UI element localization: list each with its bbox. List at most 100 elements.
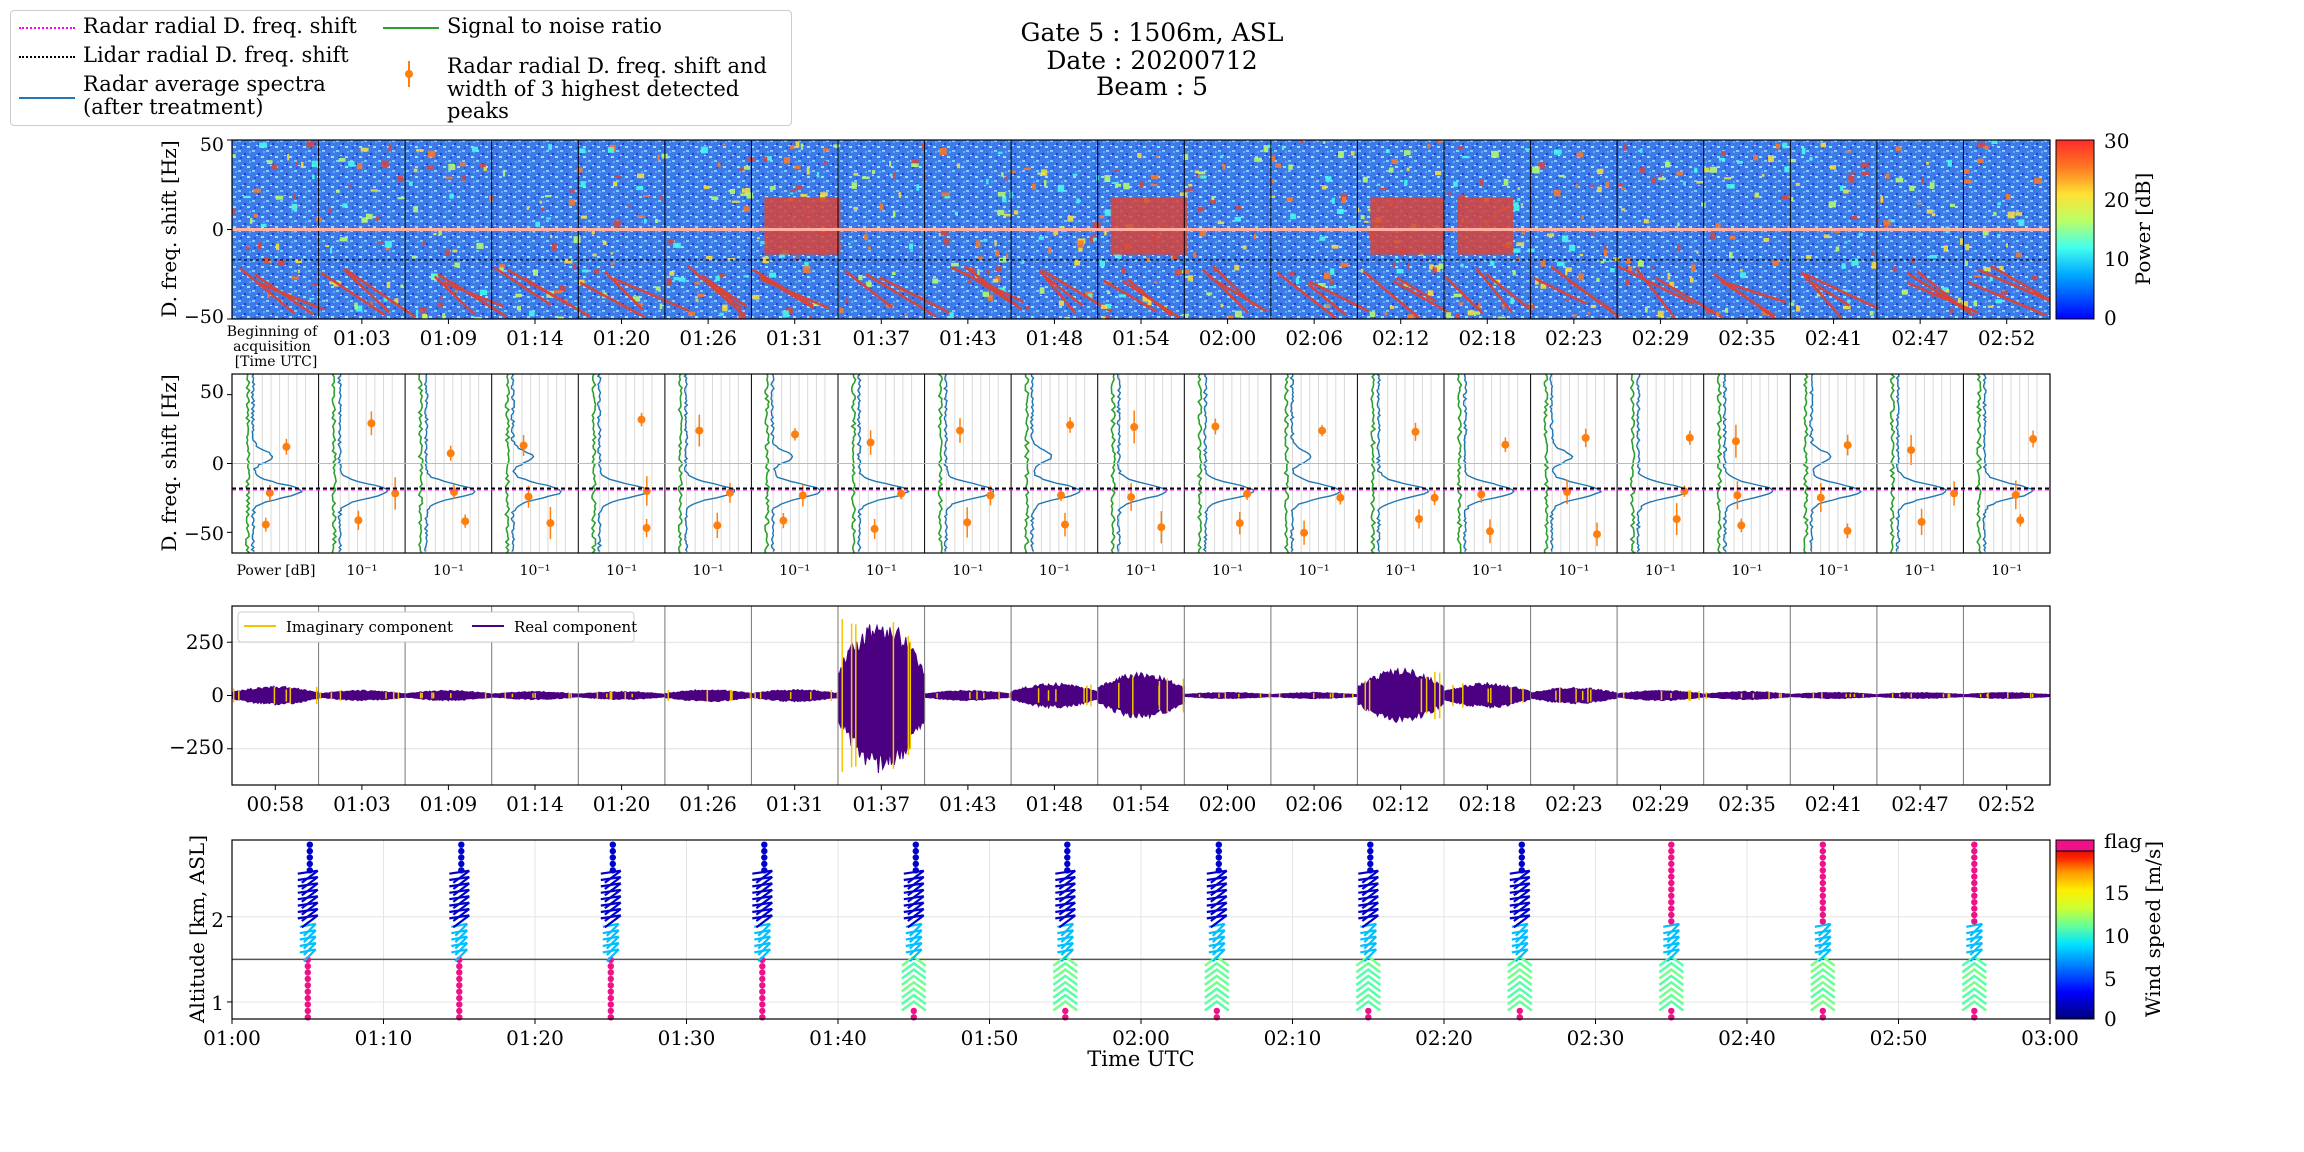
heatmap-cell (1364, 220, 1369, 223)
heatmap-cell (1319, 236, 1326, 241)
wind-flag-dot (1668, 873, 1675, 880)
heatmap-ytick-bot: −50 (184, 306, 224, 328)
heatmap-streak (878, 276, 952, 315)
heatmap-cell (1565, 299, 1570, 302)
heatmap-cell (546, 217, 551, 220)
peak-marker (1336, 493, 1345, 502)
heatmap-cell (637, 215, 645, 218)
wind-xtick-label: 02:30 (1567, 1026, 1625, 1050)
heatmap-cell (552, 243, 557, 251)
heatmap-cell (1479, 179, 1483, 187)
heatmap-cell (1517, 187, 1520, 190)
wind-flag-dot (1971, 854, 1978, 861)
wind-calm-dot (1064, 860, 1071, 868)
spectrum-line (943, 374, 995, 552)
heatmap-cell (293, 194, 296, 200)
heatmap-cell (271, 164, 278, 170)
heatmap-cell (1576, 152, 1584, 158)
peak-marker (1486, 527, 1494, 536)
peak-marker (1235, 519, 1244, 528)
heatmap-cell (1958, 297, 1961, 304)
heatmap-cell (1987, 305, 1994, 308)
legend-radar-shift-swatch (19, 27, 75, 29)
peak-marker (963, 518, 972, 527)
wind-flag-dot (1365, 1007, 1372, 1015)
heatmap-cell (263, 257, 270, 264)
peak-marker (637, 415, 646, 424)
heatmap-ylabel: D. freq. shift [Hz] (157, 140, 181, 317)
peak-marker (798, 491, 807, 500)
spectra-ytick-m50: −50 (184, 523, 224, 545)
legend-spectra-2: (after treatment) (83, 95, 264, 119)
wind-calm-dot (458, 841, 465, 848)
heatmap-cell (921, 143, 925, 149)
heatmap-cell (1931, 294, 1935, 298)
wind-barb-low (901, 993, 927, 1006)
wind-flag-dot (456, 975, 463, 983)
wind-flag-dot (304, 988, 311, 995)
heatmap-cell (872, 170, 876, 175)
heatmap-cell (1323, 272, 1331, 279)
spectra-xtick-label: 10⁻¹ (1818, 563, 1849, 579)
wind-colorbar (2055, 839, 2095, 1020)
heatmap-cell (744, 188, 751, 195)
heatmap-cell (471, 146, 479, 152)
heatmap-cell (916, 184, 920, 191)
heatmap-cell (722, 143, 726, 146)
iq-xtick-label: 02:12 (1372, 792, 1430, 816)
heatmap-cell (1497, 316, 1506, 319)
wind-flag-dot (607, 1001, 614, 1008)
heatmap-cell (564, 258, 573, 264)
heatmap-cell (1946, 289, 1950, 293)
heatmap-cell (306, 141, 315, 148)
heatmap-cell (900, 289, 904, 293)
heatmap-cell (1275, 163, 1282, 168)
heatmap-cell (706, 255, 713, 261)
heatmap-cell (909, 243, 914, 250)
heatmap-cell (1562, 235, 1569, 242)
heatmap-cell (1350, 151, 1355, 156)
wind-flag-dot (456, 994, 463, 1002)
wind-barb-low (1810, 980, 1836, 993)
wind-barb-low (1507, 961, 1533, 974)
wind-flag-dot (456, 969, 463, 976)
heatmap-cell (794, 165, 801, 169)
wind-calm-dot (1367, 860, 1374, 868)
heatmap-streak (1907, 282, 1979, 314)
heatmap-cell (955, 211, 959, 215)
spectra-xtick-label: 10⁻¹ (1299, 563, 1330, 579)
heatmap-cell (409, 181, 413, 186)
heatmap-cell (1271, 179, 1275, 183)
wind-flag-dot (759, 994, 766, 1002)
wind-calm-dot (1215, 860, 1223, 868)
heatmap-streak (1634, 266, 1676, 319)
heatmap-cell (1091, 237, 1097, 241)
heatmap-cell (904, 313, 908, 316)
heatmap-cell (1578, 273, 1584, 281)
heatmap-streak (686, 264, 743, 314)
wind-ytick-2: 2 (211, 908, 224, 932)
heatmap-cell (1002, 196, 1007, 203)
peak-marker (446, 449, 455, 458)
wind-calm-dot (1064, 847, 1071, 855)
heatmap-cell (1448, 191, 1451, 196)
heatmap-cell (2032, 275, 2038, 281)
heatmap-cell (246, 246, 250, 251)
heatmap-cell (483, 165, 487, 171)
heatmap-streak (342, 268, 391, 314)
heatmap-cell (366, 213, 373, 220)
heatmap-cell (1729, 251, 1733, 259)
heatmap-cell (939, 148, 947, 155)
heatmap-cell (1115, 183, 1121, 187)
wind-barb-low (1507, 999, 1533, 1012)
heatmap-cell (1446, 312, 1452, 319)
iq-xtick-label: 02:41 (1805, 792, 1863, 816)
heatmap-cell (760, 241, 767, 245)
spectrum-line (856, 374, 911, 552)
heatmap-blob (764, 197, 841, 255)
wind-calm-dot (306, 860, 313, 868)
heatmap-cell (1404, 150, 1411, 156)
wind-cbar-tick-0: 0 (2104, 1007, 2117, 1031)
heatmap-cell (479, 289, 487, 296)
heatmap-cell (673, 242, 681, 249)
